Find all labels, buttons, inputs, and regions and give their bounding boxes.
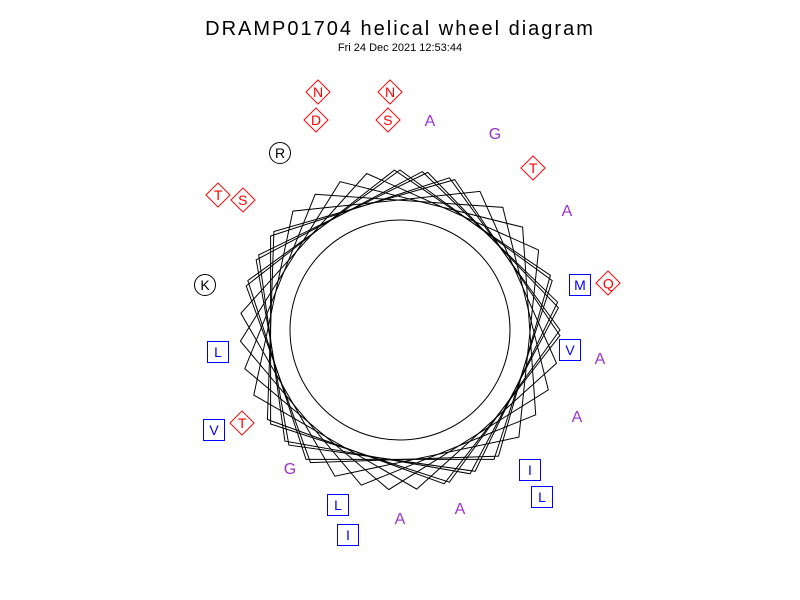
- residue-r-6: R: [269, 142, 291, 164]
- residue-m-12: M: [569, 274, 591, 296]
- residue-l-22: L: [531, 486, 553, 508]
- residue-i-21: I: [519, 459, 541, 481]
- residue-a-16: A: [595, 351, 606, 369]
- residue-a-10: A: [562, 203, 573, 221]
- residue-g-1: G: [489, 126, 501, 144]
- residue-l-23: L: [327, 494, 349, 516]
- residue-l-14: L: [207, 341, 229, 363]
- residue-g-20: G: [284, 461, 296, 479]
- residue-a-0: A: [425, 113, 436, 131]
- residue-i-24: I: [337, 524, 359, 546]
- residue-k-11: K: [194, 274, 216, 296]
- residue-a-19: A: [572, 409, 583, 427]
- residue-v-18: V: [203, 419, 225, 441]
- residue-a-25: A: [395, 511, 406, 529]
- residue-v-15: V: [559, 339, 581, 361]
- residue-a-26: A: [455, 501, 466, 519]
